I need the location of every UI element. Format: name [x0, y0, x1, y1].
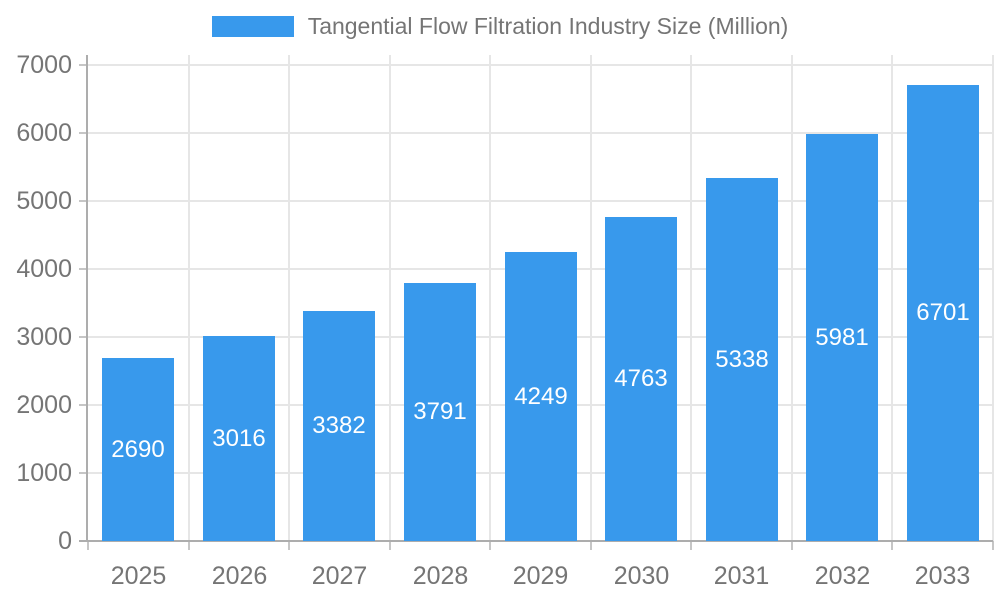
gridline-horizontal — [88, 132, 993, 134]
x-axis-tick — [87, 541, 89, 550]
x-axis-tick — [489, 541, 492, 550]
bar-2028 — [404, 283, 476, 541]
bar-2027 — [303, 311, 375, 541]
x-axis-label: 2028 — [412, 562, 469, 590]
x-axis-label: 2031 — [713, 562, 770, 590]
y-axis-tick — [79, 336, 88, 338]
x-axis-tick — [790, 541, 793, 550]
bar-2031 — [706, 178, 778, 541]
y-axis-label: 6000 — [16, 119, 72, 147]
bar-value-label: 3791 — [413, 398, 467, 425]
y-axis-tick — [79, 268, 88, 270]
bar-value-label: 3382 — [312, 412, 366, 439]
bar-2033 — [907, 85, 979, 541]
y-axis-tick — [79, 200, 88, 202]
x-axis-label: 2033 — [914, 562, 971, 590]
y-axis-label: 7000 — [16, 51, 72, 79]
chart-legend[interactable]: Tangential Flow Filtration Industry Size… — [0, 13, 1000, 40]
gridline-horizontal — [88, 200, 993, 202]
bar-value-label: 5981 — [815, 324, 869, 351]
x-axis-label: 2027 — [311, 562, 368, 590]
bar-2029 — [505, 252, 577, 541]
gridline-vertical — [388, 55, 391, 541]
x-axis-tick — [589, 541, 592, 550]
x-axis-label: 2032 — [814, 562, 871, 590]
y-axis-label: 2000 — [16, 391, 72, 419]
legend-label: Tangential Flow Filtration Industry Size… — [307, 13, 789, 39]
x-axis-tick — [992, 541, 994, 550]
bar-2025 — [102, 358, 174, 541]
y-axis-label: 1000 — [16, 459, 72, 487]
bar-2032 — [806, 134, 878, 541]
y-axis-line — [86, 55, 88, 541]
gridline-vertical — [992, 55, 994, 541]
gridline-vertical — [690, 55, 693, 541]
y-axis-label: 5000 — [16, 187, 72, 215]
bar-2026 — [203, 336, 275, 541]
x-axis-label: 2026 — [211, 562, 268, 590]
bar-value-label: 6701 — [916, 299, 970, 326]
x-axis-tick — [187, 541, 190, 550]
x-axis-tick — [388, 541, 391, 550]
y-axis-tick — [79, 64, 88, 66]
gridline-vertical — [790, 55, 793, 541]
bar-2030 — [605, 217, 677, 541]
x-axis-line — [79, 540, 993, 542]
gridline-vertical — [589, 55, 592, 541]
bar-value-label: 4763 — [614, 365, 668, 392]
y-axis-label: 4000 — [16, 255, 72, 283]
bar-value-label: 5338 — [715, 346, 769, 373]
bar-value-label: 2690 — [111, 436, 165, 463]
bar-value-label: 3016 — [212, 425, 266, 452]
x-axis-label: 2030 — [613, 562, 670, 590]
gridline-vertical — [489, 55, 492, 541]
x-axis-label: 2025 — [110, 562, 167, 590]
y-axis-label: 0 — [58, 527, 72, 555]
x-axis-tick — [690, 541, 693, 550]
y-axis-label: 3000 — [16, 323, 72, 351]
legend-swatch-icon — [211, 16, 294, 37]
gridline-horizontal — [88, 64, 993, 66]
gridline-vertical — [891, 55, 894, 541]
gridline-vertical — [187, 55, 190, 541]
x-axis-tick — [891, 541, 894, 550]
y-axis-tick — [79, 404, 88, 406]
y-axis-tick — [79, 132, 88, 134]
x-axis-label: 2029 — [512, 562, 569, 590]
x-axis-tick — [288, 541, 291, 550]
bar-value-label: 4249 — [514, 383, 568, 410]
y-axis-tick — [79, 472, 88, 474]
gridline-vertical — [288, 55, 291, 541]
